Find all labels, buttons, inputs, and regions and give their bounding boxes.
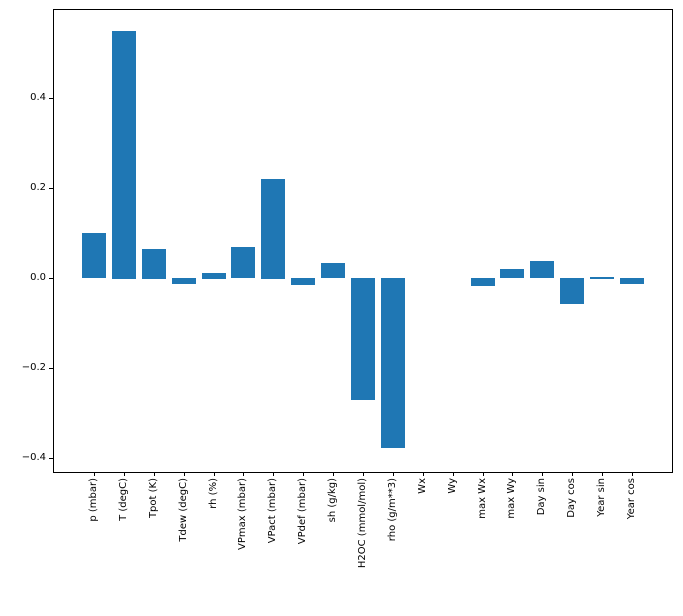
axes: 0.4 0.2 0.0 −0.2 −0.4 p (mbar) T (degC) Tpot (… bbox=[22, 9, 673, 568]
x-tick-mark bbox=[393, 472, 394, 476]
x-tick-label: Wx bbox=[417, 478, 428, 494]
bar-p-mbar bbox=[82, 233, 106, 278]
bar-tpot-k bbox=[142, 249, 166, 279]
x-tick-mark bbox=[542, 472, 543, 476]
x-tick-mark bbox=[94, 472, 95, 476]
x-tick-mark bbox=[243, 472, 244, 476]
x-tick-label: VPmax (mbar) bbox=[237, 478, 248, 550]
x-tick-mark bbox=[423, 472, 424, 476]
y-tick-mark bbox=[49, 368, 53, 369]
x-tick-mark bbox=[512, 472, 513, 476]
bar-vpdef-mbar bbox=[291, 278, 315, 285]
x-tick-label: max Wx bbox=[477, 478, 488, 519]
x-tick-label: max Wy bbox=[506, 478, 517, 519]
x-tick-label: Day sin bbox=[536, 478, 547, 516]
x-tick-mark bbox=[303, 472, 304, 476]
y-tick-label: 0.4 bbox=[30, 92, 46, 103]
x-tick-label: Tdew (degC) bbox=[178, 478, 189, 542]
x-tick-mark bbox=[184, 472, 185, 476]
x-tick-label: rho (g/m**3) bbox=[387, 478, 398, 542]
bar-t-degc bbox=[112, 31, 136, 279]
x-tick-mark bbox=[273, 472, 274, 476]
bar-year-cos bbox=[620, 278, 644, 284]
y-tick-label: −0.2 bbox=[21, 362, 46, 373]
x-tick-label: Day cos bbox=[566, 478, 577, 518]
y-tick-label: 0.2 bbox=[30, 182, 46, 193]
y-tick-mark bbox=[49, 188, 53, 189]
x-tick-label: sh (g/kg) bbox=[327, 478, 338, 523]
x-tick-mark bbox=[483, 472, 484, 476]
y-tick-mark bbox=[49, 458, 53, 459]
x-tick-label: Tpot (K) bbox=[148, 478, 159, 519]
y-tick-mark bbox=[49, 98, 53, 99]
bar-rho-g-m-3 bbox=[381, 278, 405, 448]
y-tick-mark bbox=[49, 278, 53, 279]
x-tick-label: Year cos bbox=[626, 478, 637, 520]
x-tick-label: VPact (mbar) bbox=[267, 478, 278, 544]
x-tick-mark bbox=[453, 472, 454, 476]
y-tick-label: 0.0 bbox=[30, 272, 46, 283]
x-tick-label: p (mbar) bbox=[88, 478, 99, 522]
bar-tdew-degc bbox=[172, 278, 196, 284]
bar-sh-g-kg bbox=[321, 263, 345, 278]
bar-day-cos bbox=[560, 278, 584, 304]
x-tick-mark bbox=[124, 472, 125, 476]
x-tick-label: Wy bbox=[447, 478, 458, 494]
x-tick-label: rh (%) bbox=[208, 478, 219, 509]
bar-day-sin bbox=[530, 261, 554, 278]
x-tick-mark bbox=[154, 472, 155, 476]
y-tick-label: −0.4 bbox=[21, 452, 46, 463]
x-tick-mark bbox=[602, 472, 603, 476]
x-tick-mark bbox=[363, 472, 364, 476]
bar-year-sin bbox=[590, 277, 614, 279]
bar-max-wy bbox=[500, 269, 524, 278]
bar-vpmax-mbar bbox=[231, 247, 255, 278]
x-tick-mark bbox=[214, 472, 215, 476]
x-tick-label: VPdef (mbar) bbox=[297, 478, 308, 545]
bar-rh bbox=[202, 273, 226, 279]
x-tick-label: T (degC) bbox=[118, 478, 129, 521]
x-tick-mark bbox=[333, 472, 334, 476]
bar-max-wx bbox=[471, 278, 495, 286]
x-tick-mark bbox=[632, 472, 633, 476]
x-tick-mark bbox=[572, 472, 573, 476]
x-tick-label: H2OC (mmol/mol) bbox=[357, 478, 368, 569]
bar-vpact-mbar bbox=[261, 179, 285, 279]
bar-h2oc-mmol-mol bbox=[351, 278, 375, 400]
x-tick-label: Year sin bbox=[596, 478, 607, 517]
